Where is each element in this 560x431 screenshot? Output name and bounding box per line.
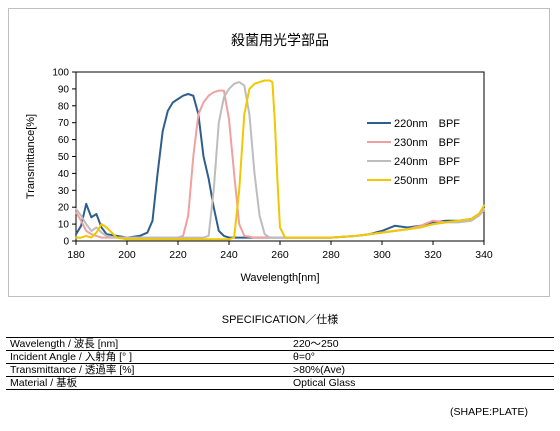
series-line-0 bbox=[75, 93, 485, 239]
legend-label-2: 240nm BPF bbox=[394, 156, 460, 168]
x-tick-label: 280 bbox=[322, 249, 340, 261]
chart-title: 殺菌用光学部品 bbox=[231, 33, 329, 49]
spec-value: >80%(Ave) bbox=[293, 363, 554, 377]
x-tick-label: 180 bbox=[67, 249, 85, 261]
shape-note: (SHAPE:PLATE) bbox=[450, 406, 528, 418]
spec-label: Transmittance / 透過率 [%] bbox=[6, 363, 293, 377]
spec-label: Wavelength / 波長 [nm] bbox=[6, 337, 293, 351]
spec-row: Transmittance / 透過率 [%] >80%(Ave) bbox=[6, 363, 554, 377]
spec-value: Optical Glass bbox=[293, 376, 554, 390]
x-tick-label: 320 bbox=[424, 249, 442, 261]
spec-row: Material / 基板 Optical Glass bbox=[6, 376, 554, 390]
transmittance-chart: 殺菌用光学部品 0 10 20 30 40 50 60 70 80 90 100 180 200 220 24… bbox=[25, 33, 493, 284]
y-tick-label: 40 bbox=[58, 169, 70, 180]
y-tick-label: 90 bbox=[58, 84, 70, 95]
chart-frame: 殺菌用光学部品 0 10 20 30 40 50 60 70 80 90 100 180 200 220 24… bbox=[8, 8, 550, 297]
spec-row: Wavelength / 波長 [nm] 220～250 bbox=[6, 337, 554, 351]
y-tick-label: 30 bbox=[58, 186, 70, 197]
x-tick-label: 240 bbox=[220, 249, 238, 261]
x-axis-label: Wavelength[nm] bbox=[240, 272, 319, 284]
spec-value: 220～250 bbox=[293, 337, 554, 351]
y-tick-label: 0 bbox=[63, 237, 69, 248]
x-tick-label: 340 bbox=[475, 249, 493, 261]
spec-label: Material / 基板 bbox=[6, 376, 293, 390]
y-tick-label: 70 bbox=[58, 118, 70, 129]
spec-value: θ=0° bbox=[293, 350, 554, 364]
legend-label-3: 250nm BPF bbox=[394, 175, 460, 187]
spec-heading: SPECIFICATION／仕様 bbox=[221, 314, 339, 326]
legend-label-1: 230nm BPF bbox=[394, 137, 460, 149]
y-tick-label: 10 bbox=[58, 220, 70, 231]
x-tick-label: 260 bbox=[271, 249, 289, 261]
y-tick-label: 80 bbox=[58, 101, 70, 112]
y-tick-label: 50 bbox=[58, 152, 70, 163]
y-tick-label: 60 bbox=[58, 135, 70, 146]
spec-row: Incident Angle / 入射角 [° ] θ=0° bbox=[6, 350, 554, 364]
spec-table: Wavelength / 波長 [nm] 220～250 Incident An… bbox=[6, 337, 554, 390]
legend-label-0: 220nm BPF bbox=[394, 118, 460, 130]
x-tick-label: 220 bbox=[169, 249, 187, 261]
series-line-3 bbox=[75, 79, 485, 241]
spec-label: Incident Angle / 入射角 [° ] bbox=[6, 350, 293, 364]
y-axis-label: Transmittance[%] bbox=[25, 114, 37, 199]
x-tick-label: 300 bbox=[373, 249, 391, 261]
y-tick-label: 100 bbox=[52, 68, 69, 79]
y-tick-label: 20 bbox=[58, 203, 70, 214]
x-tick-label: 200 bbox=[118, 249, 136, 261]
